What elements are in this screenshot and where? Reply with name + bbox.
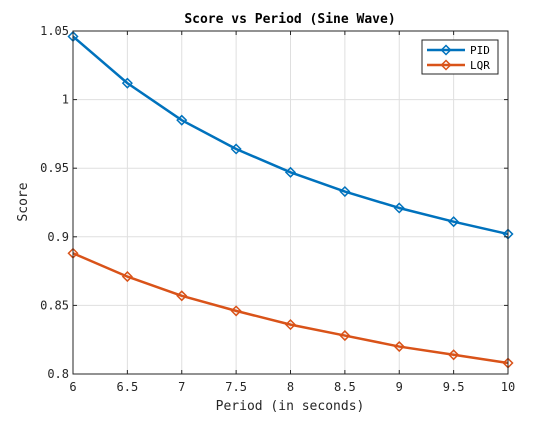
legend-marker-lqr	[440, 59, 452, 71]
data-point-lqr	[121, 271, 133, 283]
legend-marker-pid	[440, 44, 452, 56]
legend-label-pid: PID	[470, 44, 490, 57]
data-point-pid	[393, 202, 405, 214]
y-tick-label: 1.05	[40, 24, 69, 38]
x-tick-label: 6	[69, 380, 76, 394]
legend-box	[421, 39, 499, 75]
y-tick-label: 1	[62, 93, 69, 107]
legend-label-lqr: LQR	[470, 59, 490, 72]
data-point-pid	[448, 216, 460, 228]
x-tick-label: 7	[178, 380, 185, 394]
data-point-pid	[230, 143, 242, 155]
x-tick-label: 8.5	[334, 380, 356, 394]
y-tick-label: 0.95	[40, 161, 69, 175]
x-tick-label: 7.5	[225, 380, 247, 394]
axis-ticks: 6 6.5 7 7.5 8 8.5 9 9.5 10 0.8 0.85 0.9 0.95 1 1.05	[40, 24, 515, 394]
data-point-pid	[284, 166, 297, 178]
legend: PID LQR	[421, 39, 499, 75]
series-layer	[67, 30, 514, 369]
x-tick-label: 8	[287, 380, 294, 394]
data-point-lqr	[448, 349, 460, 361]
data-point-pid	[339, 185, 351, 198]
legend-item-pid: PID	[427, 44, 490, 57]
data-point-lqr	[230, 305, 242, 317]
data-point-pid	[121, 77, 133, 89]
series-line-lqr	[72, 252, 509, 365]
y-tick-label: 0.8	[47, 367, 69, 381]
x-tick-label: 9	[396, 380, 403, 394]
data-point-lqr	[176, 290, 188, 302]
data-point-pid	[176, 114, 188, 126]
series-line-pid	[72, 35, 509, 236]
y-tick-label: 0.9	[47, 230, 69, 244]
x-tick-label: 6.5	[117, 380, 139, 394]
y-tick-label: 0.85	[40, 298, 69, 312]
chart-title: Score vs Period (Sine Wave)	[184, 12, 395, 27]
y-axis-label: Score	[16, 182, 31, 221]
data-point-lqr	[284, 319, 297, 331]
data-point-lqr	[393, 340, 405, 353]
x-axis-label: Period (in seconds)	[216, 399, 365, 414]
data-point-lqr	[339, 330, 351, 342]
x-tick-label: 9.5	[443, 380, 465, 394]
x-tick-label: 10	[501, 380, 515, 394]
legend-item-lqr: LQR	[427, 59, 490, 72]
